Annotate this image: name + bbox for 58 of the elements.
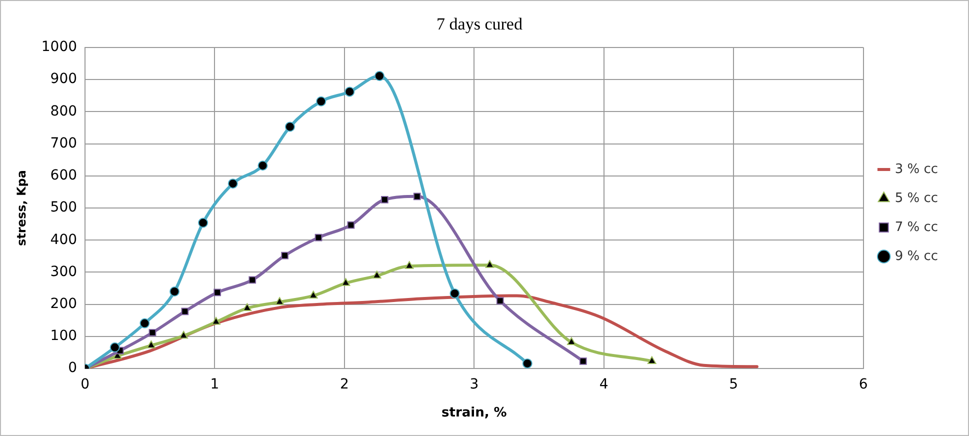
y-tick-label: 0	[68, 360, 78, 376]
x-tick-label: 1	[210, 376, 220, 393]
point	[413, 192, 421, 200]
point	[248, 276, 256, 284]
x-tick-label: 6	[858, 376, 868, 393]
point	[308, 290, 318, 298]
point	[579, 358, 587, 365]
point	[258, 160, 268, 171]
point	[347, 221, 355, 229]
legend-label: 9 % cc	[894, 248, 938, 264]
point	[496, 297, 504, 305]
y-tick-label: 600	[50, 168, 78, 184]
point	[647, 356, 656, 364]
point	[140, 318, 150, 328]
y-axis-title: stress, Kpa	[14, 170, 28, 246]
point	[284, 122, 295, 132]
point	[567, 337, 576, 346]
x-axis-title: strain, %	[442, 406, 507, 421]
x-tick-label: 5	[729, 376, 738, 393]
y-tick-label: 900	[50, 71, 78, 88]
point	[228, 178, 238, 189]
x-tick-label: 4	[599, 376, 608, 393]
point	[212, 317, 220, 325]
chart-title: 7 days cured	[436, 14, 523, 34]
point	[374, 70, 384, 81]
point	[522, 358, 532, 368]
point	[214, 288, 222, 296]
x-tick-label: 0	[80, 376, 90, 393]
point	[404, 261, 414, 269]
y-tick-label: 700	[50, 135, 78, 152]
y-tick-label: 1000	[41, 39, 78, 56]
point	[316, 96, 326, 106]
point	[380, 196, 388, 204]
y-tick-label: 500	[50, 200, 78, 216]
point	[110, 342, 120, 352]
legend-label: 5 % cc	[894, 190, 938, 206]
y-tick-label: 100	[50, 328, 78, 344]
point	[485, 260, 494, 268]
legend-label: 7 % cc	[894, 220, 938, 235]
point	[198, 218, 208, 228]
point	[314, 234, 322, 242]
point	[170, 286, 180, 297]
point	[148, 328, 156, 336]
y-tick-label: 200	[50, 296, 78, 312]
point	[344, 86, 355, 97]
point	[372, 270, 382, 279]
y-tick-label: 800	[50, 103, 78, 120]
point	[281, 252, 288, 260]
point	[179, 330, 188, 339]
point	[181, 308, 189, 316]
x-tick-label: 3	[470, 376, 479, 393]
point	[275, 297, 284, 305]
point	[146, 340, 156, 348]
y-tick-label: 300	[50, 264, 78, 280]
x-tick-label: 2	[340, 376, 349, 393]
y-tick-label: 400	[50, 232, 78, 248]
legend-label: 3 % cc	[894, 162, 938, 177]
point	[450, 288, 460, 298]
